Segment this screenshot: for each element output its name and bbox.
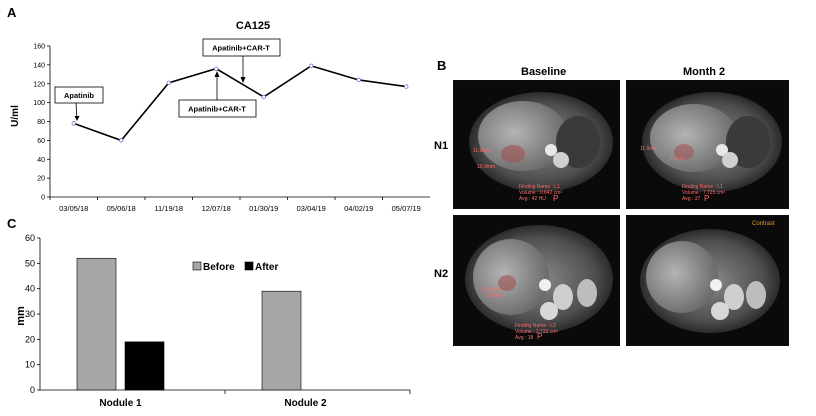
- chart-a-y-tick-label: 60: [37, 138, 45, 145]
- annotation-car-t-top-text: Apatinib+CAR-T: [212, 44, 270, 53]
- chart-a-y-tick-label: 160: [33, 44, 45, 51]
- annotation-car-t-top: Apatinib+CAR-T: [202, 38, 281, 83]
- n1-baseline-finding: Finding Name : L1: [519, 184, 560, 190]
- legend-label-after: After: [255, 262, 278, 273]
- bar-before-nodule-1: [76, 257, 117, 391]
- chart-a-y-tick-label: 100: [33, 100, 45, 107]
- chart-a-x-tick-label: 11/19/18: [154, 204, 183, 213]
- chart-a-y-tick-label: 20: [37, 176, 45, 183]
- chart-a-y-tick-label: 120: [33, 81, 45, 88]
- n1-month-2-meas-b: 12mm: [670, 156, 684, 162]
- chart-a-y-tick-label: 80: [37, 119, 45, 126]
- panel-label-a: A: [7, 5, 17, 20]
- ca125-data-point: [119, 138, 124, 143]
- n2-baseline-finding: Finding Name : L2: [515, 323, 556, 329]
- chart-a-x-tick-label: 01/30/19: [249, 204, 278, 213]
- ca125-data-point: [356, 77, 361, 83]
- n2-baseline-marker: P: [537, 332, 543, 341]
- n2-baseline-meas-a: 13.5mm: [481, 287, 500, 293]
- chart-c-y-tick-label: 50: [25, 258, 35, 268]
- ca125-data-point: [404, 84, 409, 89]
- panel-label-b: B: [437, 58, 447, 73]
- chart-a-x-ticks: 03/05/18 05/06/18 11/19/18 12/07/18 01/30/19…: [49, 197, 421, 213]
- n1-month-2-finding: Finding Name : L1: [682, 184, 723, 190]
- chart-c-category-label: Nodule 2: [284, 398, 327, 409]
- n2-baseline-avg: Avg : 18: [515, 335, 534, 341]
- chart-a-x-tick-label: 05/07/19: [392, 204, 421, 213]
- legend-label-before: Before: [203, 262, 235, 273]
- bar-before-nodule-2: [261, 290, 302, 391]
- chart-c-y-tick-label: 10: [25, 360, 35, 370]
- chart-c-x-ticks: Nodule 1 Nodule 2: [99, 398, 327, 409]
- column-header-month-2: Month 2: [683, 66, 726, 78]
- mri-n1-month-2-image: [626, 80, 789, 209]
- chart-c-bars: [76, 257, 411, 394]
- chart-c-y-tick-label: 0: [30, 385, 35, 395]
- annotation-apatinib: Apatinib: [54, 86, 104, 121]
- row-header-n2: N2: [434, 268, 449, 280]
- legend-swatch-after: [244, 261, 254, 271]
- n1-baseline-volume: Volume : 0.642 cm³: [519, 190, 563, 196]
- chart-a-axes: [49, 46, 430, 198]
- chart-a-x-tick-label: 05/06/18: [107, 204, 136, 213]
- annotation-apatinib-text: Apatinib: [64, 91, 94, 100]
- chart-c-legend: Before After: [192, 261, 278, 273]
- chart-a-x-tick-label: 03/04/19: [297, 204, 326, 213]
- chart-a-ylabel: U/ml: [10, 105, 21, 127]
- chart-a-x-tick-label: 03/05/18: [59, 204, 88, 213]
- mri-n2-month-2-image: [626, 215, 789, 346]
- chart-a-title: CA125: [236, 20, 270, 32]
- annotation-car-t-bottom-text: Apatinib+CAR-T: [188, 105, 246, 114]
- chart-c-y-ticks: 0 10 20 30 40 50 60: [25, 233, 40, 395]
- row-header-n1: N1: [434, 140, 449, 152]
- ca125-data-point: [71, 121, 76, 126]
- mri-n2-baseline: 13.5mm 12.8mm Finding Name : L2 Volume :…: [453, 215, 620, 346]
- legend-swatch-before: [192, 261, 202, 271]
- chart-c-y-tick-label: 20: [25, 334, 35, 344]
- chart-a-points: [71, 63, 409, 143]
- chart-a-y-tick-label: 0: [41, 195, 45, 202]
- mri-n2-month-2: Contrast: [626, 215, 789, 346]
- chart-c-y-tick-label: 60: [25, 233, 35, 243]
- panel-label-c: C: [7, 216, 17, 231]
- chart-a-x-tick-label: 12/07/18: [202, 204, 231, 213]
- n2-month-2-contrast-tag: Contrast: [752, 221, 775, 227]
- ca125-data-point: [166, 80, 171, 86]
- mri-n2-baseline-image: [453, 215, 620, 346]
- n1-month-2-meas-a: 11.9mm: [640, 146, 658, 152]
- n2-baseline-meas-b: 12.8mm: [485, 293, 504, 299]
- n1-baseline-meas-a: 11.8mm: [473, 148, 491, 154]
- ca125-data-point: [309, 63, 314, 69]
- n1-month-2-avg: Avg : 37: [682, 196, 701, 202]
- chart-a-y-ticks: 0 20 40 60 80 100 120 140 160: [33, 44, 50, 202]
- n1-baseline-meas-b: 10.9mm: [477, 164, 496, 170]
- chart-c-y-tick-label: 40: [25, 284, 35, 294]
- chart-c-ylabel: mm: [15, 306, 27, 326]
- n1-month-2-marker: P: [704, 194, 710, 203]
- n1-baseline-avg: Avg : 42 HU: [519, 196, 546, 202]
- mri-n1-baseline-image: [453, 80, 620, 209]
- n1-month-2-volume: Volume : 7.725 cm³: [682, 190, 726, 196]
- chart-c-category-label: Nodule 1: [99, 398, 142, 409]
- annotation-car-t-bottom: Apatinib+CAR-T: [178, 71, 257, 118]
- chart-c-y-tick-label: 30: [25, 309, 35, 319]
- chart-a-y-tick-label: 40: [37, 157, 45, 164]
- chart-a-x-tick-label: 04/02/19: [344, 204, 373, 213]
- mri-n1-baseline: 11.8mm 10.9mm Finding Name : L1 Volume :…: [453, 80, 620, 209]
- ca125-series-line: [73, 64, 407, 142]
- bar-after-nodule-1: [124, 341, 165, 391]
- mri-n1-month-2: 11.9mm 12mm Finding Name : L1 Volume : 7…: [626, 80, 789, 209]
- ca125-line-chart: CA125 U/ml 0 20 40 60 80 100 120 140 160 03/05/1…: [10, 20, 430, 213]
- ca125-data-point: [214, 66, 219, 71]
- chart-a-y-tick-label: 140: [33, 62, 45, 69]
- ca125-data-point: [261, 94, 266, 100]
- nodule-bar-chart: mm 0 10 20 30 40 50 60 Nodule 1 Nodule 2 Before…: [15, 233, 411, 409]
- column-header-baseline: Baseline: [521, 66, 567, 78]
- n2-baseline-volume: Volume : 2.732 cm³: [515, 329, 559, 335]
- n1-baseline-marker: P: [553, 194, 559, 203]
